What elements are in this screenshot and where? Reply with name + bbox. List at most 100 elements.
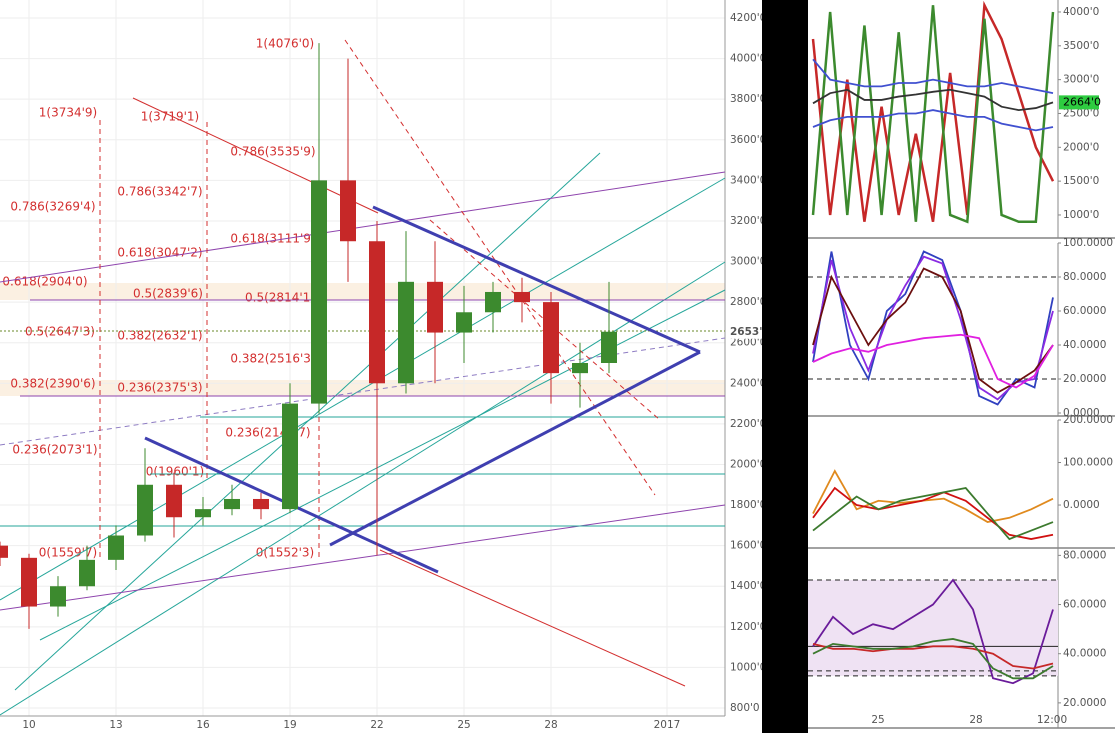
y-tick-label: 40.0000 <box>1063 339 1106 351</box>
fib-label: 0.618(2904'0) <box>2 275 87 289</box>
candle-body <box>108 535 124 560</box>
y-tick-label: 4000'0 <box>1063 6 1099 18</box>
side-x-tick-label: 28 <box>969 714 982 726</box>
y-tick-label: 2000'0 <box>730 458 766 470</box>
side-x-tick-label: 12:00 <box>1037 714 1067 726</box>
indicator-line <box>812 486 1054 540</box>
indicator-panels: 1000'0 1500'0 2000'0 2500'0 3000'0 3500'0 4000… <box>808 0 1115 733</box>
x-tick-label: 22 <box>370 719 383 731</box>
y-tick-label: 2200'0 <box>730 418 766 430</box>
y-tick-label: 20.0000 <box>1063 697 1106 709</box>
indicator-line <box>811 5 1055 224</box>
candle-body <box>0 545 8 558</box>
divider <box>762 0 808 733</box>
candle-body <box>50 586 66 607</box>
candle-body <box>137 484 153 536</box>
grid: 800'0 1000'0 1200'0 1400'0 1600'0 1800'0 2000'… <box>0 0 766 731</box>
fib-label: 0.236(2073'1) <box>12 443 97 457</box>
fib-band <box>0 283 725 300</box>
y-tick-label: 800'0 <box>730 702 760 714</box>
y-tick-label: 60.0000 <box>1063 599 1106 611</box>
y-tick-label: 80.0000 <box>1063 549 1106 561</box>
y-tick-label: 200.0000 <box>1063 414 1113 426</box>
x-tick-label: 16 <box>196 719 210 731</box>
y-tick-label: 3000'0 <box>730 256 766 268</box>
indicator-line <box>812 638 1054 680</box>
price-tag <box>1059 95 1099 110</box>
x-tick-label: 2017 <box>654 719 681 731</box>
y-tick-label: 4000'0 <box>730 53 766 65</box>
fib-label: 0.382(2516'3) <box>230 352 315 366</box>
candle-body <box>572 363 588 374</box>
candle-body <box>601 331 617 363</box>
fib-label: 0.5(2839'6) <box>133 287 203 301</box>
candle-body <box>282 403 298 510</box>
y-tick-label: 3600'0 <box>730 134 766 146</box>
candle-body <box>514 291 530 303</box>
fib-label: 0.786(3535'9) <box>230 145 315 159</box>
candle-body <box>456 312 472 333</box>
y-tick-label: 60.0000 <box>1063 305 1106 317</box>
indicator-line <box>812 487 1054 541</box>
y-tick-label: 2800'0 <box>730 296 766 308</box>
y-tick-label: 0.0000 <box>1063 407 1100 419</box>
fib-label: 0(1559'7) <box>39 546 97 560</box>
fib-label: 0.5(2814'1) <box>245 291 315 305</box>
x-tick-label: 10 <box>22 719 35 731</box>
y-tick-label: 1200'0 <box>730 621 766 633</box>
candle-body <box>195 509 211 518</box>
y-tick-label: 2000'0 <box>1063 141 1099 153</box>
fib-label: 0.618(3111'9) <box>230 232 315 246</box>
indicator-line <box>812 643 1054 670</box>
band <box>808 579 1058 676</box>
fib-label: 0(1960'1) <box>146 465 204 479</box>
y-tick-label: 1600'0 <box>730 540 766 552</box>
price-chart: 2653'9 <box>0 43 770 629</box>
y-tick-label: 3500'0 <box>1063 40 1099 52</box>
x-tick-label: 19 <box>283 719 296 731</box>
y-tick-label: 2500'0 <box>1063 107 1099 119</box>
fib-band <box>0 380 725 396</box>
y-tick-label: 1500'0 <box>1063 175 1099 187</box>
indicator-line <box>812 578 1054 685</box>
indicator-line <box>812 333 1054 389</box>
candle-body <box>311 180 327 404</box>
candle-body <box>369 241 385 384</box>
y-tick-label: 1000'0 <box>730 661 766 673</box>
y-tick-label: 3000'0 <box>1063 74 1099 86</box>
candle-body <box>485 291 501 313</box>
indicator-line <box>812 109 1054 132</box>
fib-label: 0.382(2390'6) <box>10 377 95 391</box>
y-tick-label: 0.0000 <box>1063 499 1100 511</box>
candle-body <box>340 180 356 242</box>
last-price-tag <box>727 324 763 339</box>
fib-label: 0.786(3269'4) <box>10 200 95 214</box>
indicator-line <box>811 0 1055 222</box>
y-tick-label: 1000'0 <box>1063 209 1099 221</box>
side-x-tick-label: 25 <box>871 714 884 726</box>
y-tick-label: 2400'0 <box>730 377 766 389</box>
fib-label: 0(1552'3) <box>256 546 314 560</box>
fib-label: 0.786(3342'7) <box>117 185 202 199</box>
y-tick-label: 100.0000 <box>1063 457 1113 469</box>
price-tag-label: 2664'0 <box>1063 95 1101 108</box>
candle-body <box>21 557 37 607</box>
y-tick-label: 1400'0 <box>730 580 766 592</box>
candle-body <box>543 302 559 374</box>
x-tick-label: 25 <box>457 719 470 731</box>
y-tick-label: 2600'0 <box>730 337 766 349</box>
fib-label: 1(4076'0) <box>256 37 314 51</box>
x-tick-label: 13 <box>109 719 122 731</box>
fib-label: 0.618(3047'2) <box>117 246 202 260</box>
fib-label: 0.236(2375'3) <box>117 381 202 395</box>
y-tick-label: 3800'0 <box>730 93 766 105</box>
candle-body <box>427 281 443 333</box>
indicator-line <box>812 88 1054 112</box>
indicator-line <box>812 58 1054 95</box>
y-tick-label: 40.0000 <box>1063 648 1106 660</box>
fib-label: 1(3719'1) <box>141 110 199 124</box>
y-tick-label: 20.0000 <box>1063 373 1106 385</box>
candle-body <box>253 498 269 510</box>
